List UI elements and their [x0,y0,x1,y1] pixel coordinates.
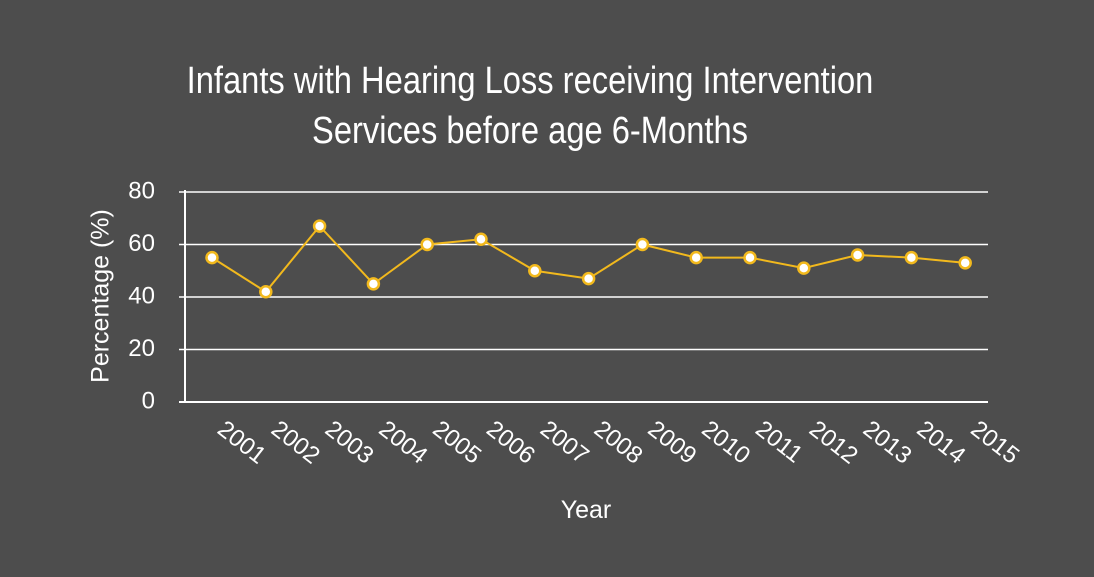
x-tick-label: 2005 [428,415,487,469]
y-tick-label: 20 [128,335,155,362]
x-tick-label: 2008 [589,415,648,469]
x-tick-label: 2012 [804,415,863,469]
x-tick-label: 2006 [481,415,540,469]
x-tick-label: 2004 [374,415,433,469]
data-point [958,256,972,270]
data-point [366,277,381,291]
data-point [474,232,488,246]
y-tick-label: 0 [142,387,155,414]
data-point [420,237,434,252]
data-point [743,250,757,265]
chart-title-line-2: Services before age 6-Months [312,110,748,152]
x-tick-label: 2009 [643,415,702,469]
x-tick-label: 2014 [912,415,971,469]
data-point [635,237,650,252]
x-tick-label: 2003 [320,415,379,469]
y-tick-label: 80 [128,177,155,204]
data-point [205,250,219,265]
chart-title-line-1: Infants with Hearing Loss receiving Inte… [186,60,874,102]
x-tick-label: 2002 [266,415,325,469]
x-tick-label: 2015 [966,415,1025,469]
chart-title: Infants with Hearing Loss receiving Inte… [74,56,986,156]
data-point [850,248,865,262]
y-tick-label: 60 [128,230,155,257]
data-point [581,271,596,286]
y-tick-labels: 0 20 40 60 80 [128,177,155,414]
y-tick-label: 40 [128,282,155,309]
data-point [259,285,273,299]
x-tick-labels: 2001200220032004200520062007200820092010… [212,415,1024,469]
data-point [528,264,542,278]
x-axis-title: Year [561,496,612,524]
x-tick-label: 2011 [750,415,807,468]
x-tick-label: 2013 [858,415,917,469]
data-point [312,219,327,233]
x-tick-label: 2001 [212,415,271,469]
data-point [689,250,703,265]
y-axis-title: Percentage (%) [87,209,115,383]
data-point [904,250,919,265]
x-tick-label: 2010 [697,415,756,469]
data-points [205,219,972,299]
data-point [797,261,811,275]
x-tick-label: 2007 [535,415,594,469]
gridlines [179,191,988,403]
